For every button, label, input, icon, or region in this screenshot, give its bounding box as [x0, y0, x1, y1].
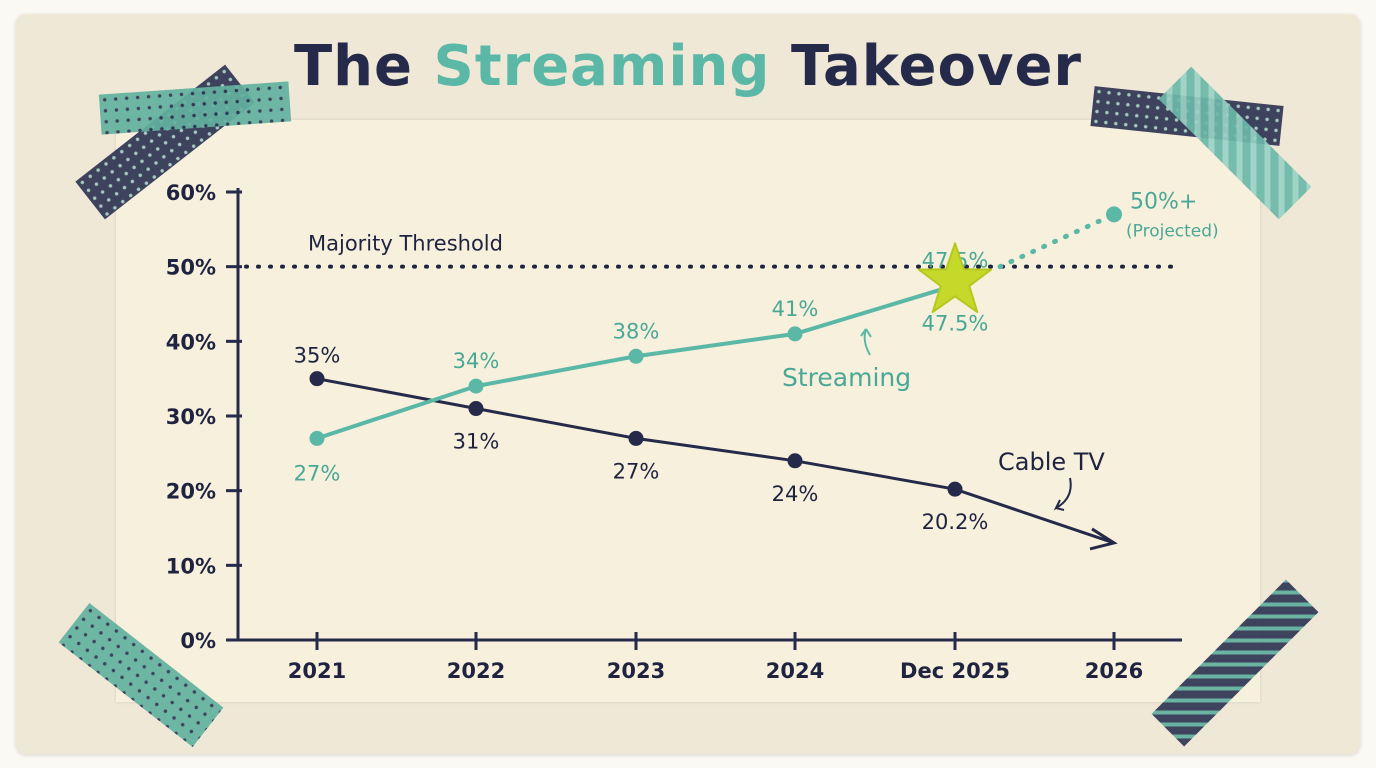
arrowhead-icon — [1089, 527, 1118, 551]
cable-tv-line — [316, 377, 1115, 545]
cable-tv-data-label: 20.2% — [922, 510, 989, 534]
streaming-point — [628, 348, 644, 364]
streaming-highlight-label: 47.5% — [922, 311, 989, 335]
y-tick-label: 20% — [166, 480, 216, 504]
streaming-point — [787, 326, 803, 342]
curved-arrow-icon — [1053, 477, 1072, 511]
title-suffix: Takeover — [790, 34, 1083, 99]
cable-tv-data-label: 24% — [772, 482, 819, 506]
title-prefix: The — [293, 34, 413, 99]
curved-arrow-icon — [860, 328, 872, 356]
chart-panel — [116, 120, 1260, 702]
y-tick-label: 30% — [166, 405, 216, 429]
title-highlight: Streaming — [433, 34, 771, 99]
cable-tv-point — [468, 401, 484, 417]
streaming-data-label: 38% — [613, 319, 660, 343]
chart-title: The Streaming Takeover — [0, 34, 1376, 99]
star-icon — [917, 242, 993, 314]
threshold-label: Majority Threshold — [308, 232, 503, 256]
x-tick-label: Dec 2025 — [900, 659, 1010, 683]
cable-tv-point — [309, 371, 325, 387]
x-tick-label: 2021 — [288, 659, 346, 683]
streaming-point — [309, 430, 325, 446]
x-tick-label: 2022 — [447, 659, 505, 683]
y-tick-label: 50% — [166, 256, 216, 280]
x-tick-label: 2026 — [1085, 659, 1143, 683]
streaming-data-label: 27% — [294, 461, 341, 485]
streaming-series-label: Streaming — [782, 363, 911, 392]
streaming-data-label: 34% — [453, 349, 500, 373]
y-tick-label: 10% — [166, 554, 216, 578]
cable-tv-point — [947, 481, 963, 497]
streaming-projection-line — [997, 211, 1117, 270]
cable-tv-point — [628, 430, 644, 446]
projected-value-label: 50%+ — [1130, 189, 1197, 214]
cable-tv-data-label: 27% — [613, 459, 660, 483]
streaming-data-label: 41% — [772, 297, 819, 321]
y-tick-label: 0% — [180, 629, 216, 653]
y-tick-label: 40% — [166, 330, 216, 354]
cable-tv-data-label: 31% — [453, 430, 500, 454]
x-tick-label: 2023 — [607, 659, 665, 683]
x-tick-label: 2024 — [766, 659, 824, 683]
cable-tv-series-label: Cable TV — [998, 448, 1105, 476]
streaming-point — [468, 378, 484, 394]
projected-note: (Projected) — [1126, 221, 1219, 241]
cable-tv-data-label: 35% — [294, 344, 341, 368]
cable-tv-point — [787, 453, 803, 469]
streaming-projected-point — [1106, 206, 1122, 223]
y-tick-label: 60% — [166, 181, 216, 205]
